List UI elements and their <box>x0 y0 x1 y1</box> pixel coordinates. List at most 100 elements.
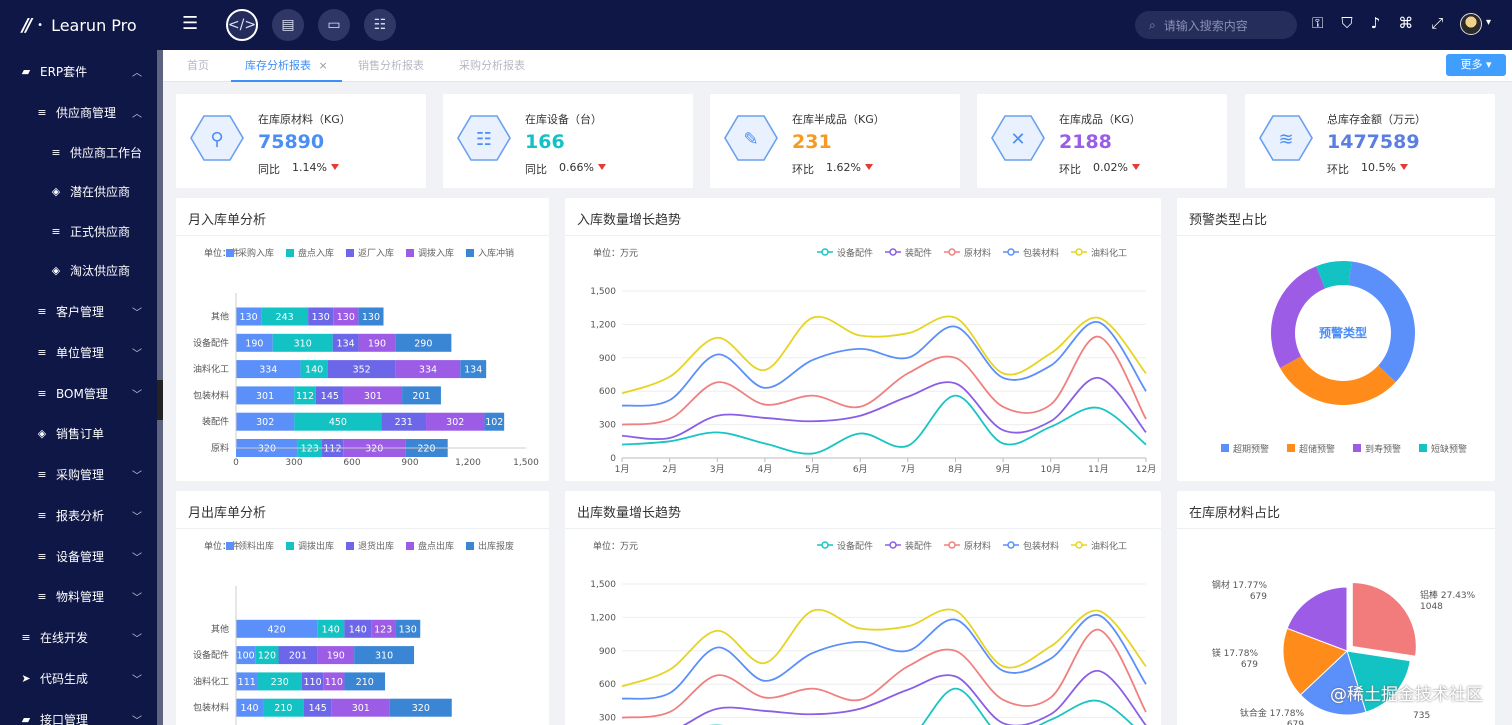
sidebar-item-bom[interactable]: ≡ BOM管理 ﹀ <box>36 383 142 403</box>
legend-label: 装配件 <box>905 247 932 259</box>
sidebar-item-purchase[interactable]: ≡ 采购管理 ﹀ <box>36 464 142 484</box>
sidebar-item-sales-order[interactable]: ◈ 销售订单 <box>36 423 104 443</box>
legend-label: 油料化工 <box>1091 247 1127 259</box>
bar-segment <box>315 386 344 405</box>
briefcase-icon: ▰ <box>21 712 31 725</box>
legend-swatch <box>466 542 474 550</box>
bar-data-label: 334 <box>259 365 277 376</box>
chevron-down-icon: ﹀ <box>132 511 142 523</box>
bar-data-label: 210 <box>274 703 292 714</box>
bar-data-label: 190 <box>327 651 345 662</box>
sidebar-item-api[interactable]: ▰ 接口管理 ﹀ <box>20 709 142 725</box>
tab-inventory-report[interactable]: 库存分析报表 × <box>231 50 342 82</box>
x-tick-label: 8月 <box>948 464 963 475</box>
sidebar-item-erp[interactable]: ▰ ERP套件 ︿ <box>20 61 142 81</box>
pie-slice <box>1299 650 1367 716</box>
sidebar-item-label: 供应商工作台 <box>70 145 143 160</box>
sidebar-item-codegen[interactable]: ➤ 代码生成 ﹀ <box>20 668 142 688</box>
panel-material-ratio: 在库原材料占比 铝棒 27.43% 1048 钢材 17.77% 679 镁 17.78… <box>1177 491 1495 725</box>
sidebar-scrollbar-thumb[interactable] <box>157 380 163 420</box>
app-switch-list-icon[interactable]: ☷ <box>364 9 396 41</box>
more-button[interactable]: 更多 ▾ <box>1446 54 1506 76</box>
bar-segment <box>236 619 318 638</box>
translate-icon[interactable]: ⌘ <box>1398 14 1414 32</box>
pie-slice <box>1351 581 1417 657</box>
chevron-down-icon: ﹀ <box>132 307 142 319</box>
bar-segment <box>395 619 421 638</box>
down-arrow-icon <box>1400 164 1408 170</box>
tab-purchase-report[interactable]: 采购分析报表 <box>459 59 525 72</box>
sidebar-item-eliminated[interactable]: ◈ 淘汰供应商 <box>50 260 130 280</box>
chevron-down-icon: ﹀ <box>132 348 142 360</box>
close-icon[interactable]: × <box>318 59 328 72</box>
chevron-down-icon: ﹀ <box>132 715 142 725</box>
legend-marker <box>821 541 829 549</box>
bell-icon[interactable]: ♪ <box>1370 14 1381 32</box>
tab-home[interactable]: 首页 <box>187 59 209 72</box>
search-icon: ⌕ <box>1149 17 1156 32</box>
kpi-value: 166 <box>525 131 565 153</box>
x-tick-label: 300 <box>285 458 302 468</box>
legend-label: 装配件 <box>905 540 932 552</box>
legend-marker <box>948 541 956 549</box>
chevron-down-icon[interactable]: ▾ <box>1486 17 1492 28</box>
bar-data-label: 130 <box>239 312 257 323</box>
kpi-card: ≋ 总库存金额（万元） 1477589 环比 10.5% <box>1245 94 1495 188</box>
legend-swatch <box>226 249 234 257</box>
sidebar-item-unit[interactable]: ≡ 单位管理 ﹀ <box>36 342 142 362</box>
bar-segment <box>236 386 295 405</box>
cube-icon: ◈ <box>51 184 61 198</box>
menu-toggle-icon[interactable]: ☰ <box>182 13 199 34</box>
x-tick-label: 0 <box>233 458 239 468</box>
shirt-icon[interactable]: ⛉ <box>1341 14 1353 32</box>
avatar[interactable] <box>1460 13 1482 35</box>
legend-label: 领料出库 <box>238 540 274 552</box>
donut-center-label: 预警类型 <box>1319 325 1367 340</box>
list-icon: ≡ <box>37 508 47 522</box>
fullscreen-icon[interactable]: ⤢ <box>1431 14 1444 32</box>
outbound-line-chart: 单位：万元 设备配件 装配件 原材料 包装材料 油料化工 300 600 900 1,200 1,5… <box>590 540 1147 725</box>
divider <box>565 235 1161 236</box>
app-logo[interactable]: // • Learun Pro <box>22 13 137 37</box>
app-switch-doc-icon[interactable]: ▤ <box>272 9 304 41</box>
y-tick-label: 装配件 <box>202 416 229 428</box>
series-line <box>621 315 1147 395</box>
search-input[interactable]: ⌕ 请输入搜索内容 <box>1135 11 1297 39</box>
kpi-value: 75890 <box>258 131 325 153</box>
sidebar-item-label: 客户管理 <box>56 304 105 319</box>
tab-sales-report[interactable]: 销售分析报表 <box>358 59 424 72</box>
bar-segment <box>358 307 384 326</box>
sidebar-item-supplier-workbench[interactable]: ≡ 供应商工作台 <box>50 142 142 162</box>
list-icon: ≡ <box>37 105 47 119</box>
sidebar-item-supplier[interactable]: ≡ 供应商管理 ︿ <box>36 102 142 122</box>
legend-label: 超储预警 <box>1299 443 1335 455</box>
sidebar-item-equipment[interactable]: ≡ 设备管理 ﹀ <box>36 546 142 566</box>
lock-icon[interactable]: ⚿ <box>1312 14 1324 32</box>
chevron-up-icon: ︿ <box>132 108 142 120</box>
bar-data-label: 110 <box>325 677 343 688</box>
sidebar-item-online-dev[interactable]: ≡ 在线开发 ﹀ <box>20 627 142 647</box>
series-line <box>708 687 1134 725</box>
logo-mark: // <box>22 14 32 36</box>
bar-data-label: 112 <box>296 391 314 402</box>
bar-data-label: 420 <box>268 624 286 635</box>
x-tick-label: 12月 <box>1136 464 1156 475</box>
series-line <box>621 335 1147 426</box>
sidebar-item-customer[interactable]: ≡ 客户管理 ﹀ <box>36 301 142 321</box>
sidebar-item-report[interactable]: ≡ 报表分析 ﹀ <box>36 505 142 525</box>
bar-segment <box>301 672 324 691</box>
sidebar-item-formal[interactable]: ≡ 正式供应商 <box>50 221 130 241</box>
app-switch-monitor-icon[interactable]: ▭ <box>318 9 350 41</box>
legend-label: 到寿预警 <box>1365 443 1401 455</box>
legend-swatch <box>346 542 354 550</box>
sidebar-item-material[interactable]: ≡ 物料管理 ﹀ <box>36 586 142 606</box>
sidebar-item-potential[interactable]: ◈ 潜在供应商 <box>50 181 130 201</box>
logo-dot-icon: • <box>37 19 44 31</box>
panel-title: 出库数量增长趋势 <box>577 506 682 521</box>
app-switch-code-icon[interactable]: </> <box>226 9 258 41</box>
kpi-value: 2188 <box>1059 131 1112 153</box>
divider <box>176 528 549 529</box>
kpi-compare-label: 环比 <box>1059 163 1081 176</box>
cube-icon: ◈ <box>51 263 61 277</box>
